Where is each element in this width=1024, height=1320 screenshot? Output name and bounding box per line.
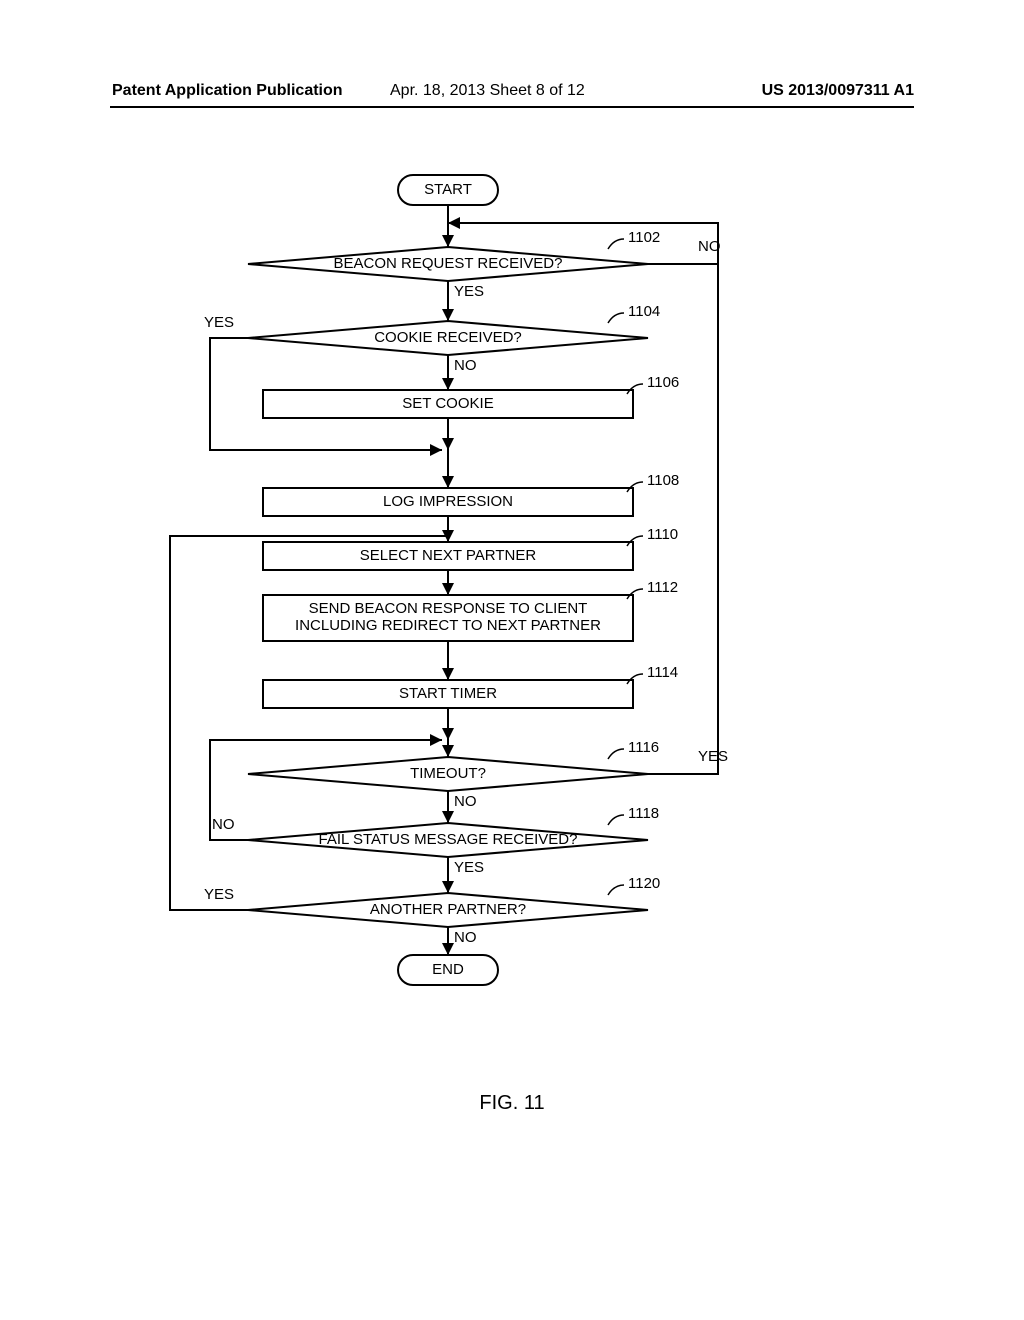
flowchart-svg	[0, 0, 1024, 1320]
page: Patent Application Publication Apr. 18, …	[0, 0, 1024, 1320]
figure-caption: FIG. 11	[0, 1092, 1024, 1115]
